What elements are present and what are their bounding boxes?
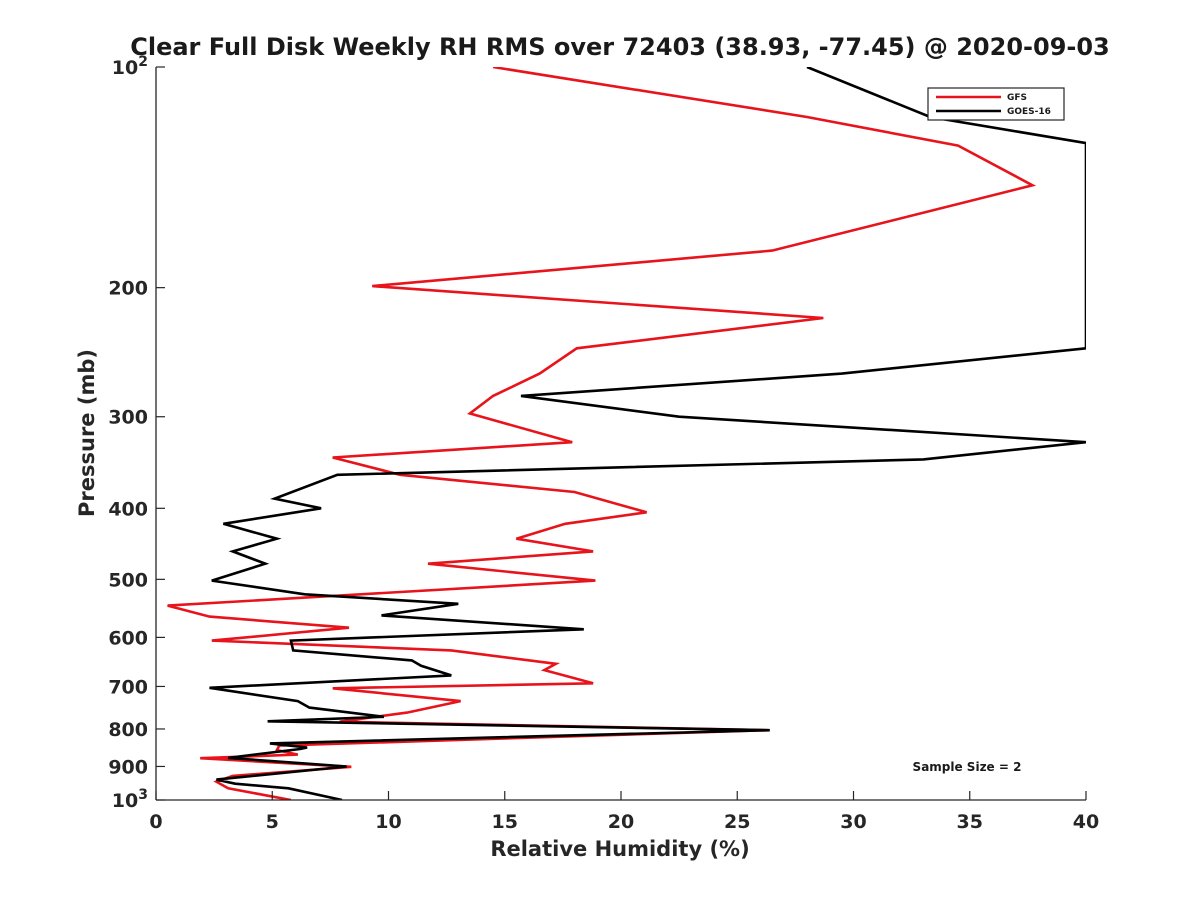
legend-box: [927, 87, 1065, 121]
x-tick-label: 10: [375, 811, 401, 833]
y-tick-label: 102: [112, 54, 148, 79]
legend-label-1: GFS: [1007, 93, 1027, 103]
chart-title: Clear Full Disk Weekly RH RMS over 72403…: [130, 33, 1110, 61]
x-tick-label: 40: [1073, 811, 1099, 833]
x-tick-label: 15: [492, 811, 518, 833]
y-tick-label: 900: [108, 756, 148, 778]
series-line-2: [209, 67, 1086, 800]
y-axis-label: Pressure (mb): [75, 349, 99, 517]
x-tick-label: 20: [608, 811, 634, 833]
axes: 0 5 10 15 20 25 30 35 40 102 200 300 400 500 600 700 800…: [108, 54, 1099, 833]
legend-label-2: GOES-16: [1007, 107, 1051, 117]
y-tick-label: 700: [108, 676, 148, 698]
y-tick-label: 200: [108, 278, 148, 300]
x-tick-label: 5: [266, 811, 279, 833]
x-tick-label: 30: [840, 811, 866, 833]
y-tick-label: 300: [108, 407, 148, 429]
series-line-1: [167, 67, 1037, 800]
x-axis-label: Relative Humidity (%): [490, 837, 749, 861]
y-tick-label: 400: [108, 498, 148, 520]
x-tick-label: 0: [149, 811, 162, 833]
y-tick-label: 600: [108, 627, 148, 649]
x-tick-label: 25: [724, 811, 750, 833]
legend: GFS GOES-16: [927, 87, 1065, 121]
plot-area: [167, 67, 1086, 800]
y-tick-label: 500: [108, 569, 148, 591]
y-tick-label: 103: [112, 787, 148, 812]
y-tick-label: 800: [108, 719, 148, 741]
sample-size-annotation: Sample Size = 2: [913, 760, 1022, 774]
x-tick-label: 35: [957, 811, 983, 833]
